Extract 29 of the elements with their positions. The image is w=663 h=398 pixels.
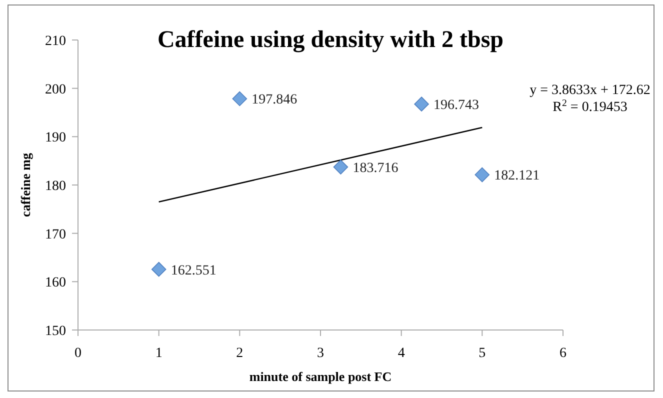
y-axis-title: caffeine mg: [18, 152, 33, 217]
x-tick-label: 6: [560, 346, 566, 361]
point: [333, 160, 348, 174]
data-label: 197.846: [252, 92, 298, 108]
x-tick-label: 1: [155, 346, 162, 361]
data-label: 196.743: [434, 98, 480, 114]
point: [151, 262, 166, 277]
data-label: 182.121: [494, 168, 540, 184]
x-tick-label: 2: [236, 346, 244, 361]
data-label: 183.716: [352, 161, 398, 176]
point: [232, 91, 248, 106]
annotation: y = 3.8633x + 172.62: [530, 83, 650, 98]
x-tick-label: 4: [398, 346, 405, 361]
y-tick-label: 210: [45, 34, 66, 49]
chart-title: Caffeine using density with 2 tbsp: [157, 27, 504, 53]
x-tick-label: 3: [317, 346, 324, 361]
data-label: 162.551: [170, 263, 216, 278]
y-tick-label: 200: [45, 82, 66, 98]
y-tick-label: 150: [45, 324, 66, 339]
point: [414, 96, 429, 112]
x-tick-label: 5: [478, 346, 486, 361]
annotation: R$^{2}$ = 0.19453: [552, 98, 628, 115]
y-tick-label: 160: [45, 276, 66, 291]
y-tick-label: 170: [45, 227, 66, 242]
point: [474, 167, 490, 182]
y-tick-label: 180: [45, 179, 66, 194]
y-tick-label: 190: [45, 130, 66, 146]
x-axis-title: minute of sample post FC: [249, 369, 392, 384]
x-tick-label: 0: [74, 346, 82, 361]
